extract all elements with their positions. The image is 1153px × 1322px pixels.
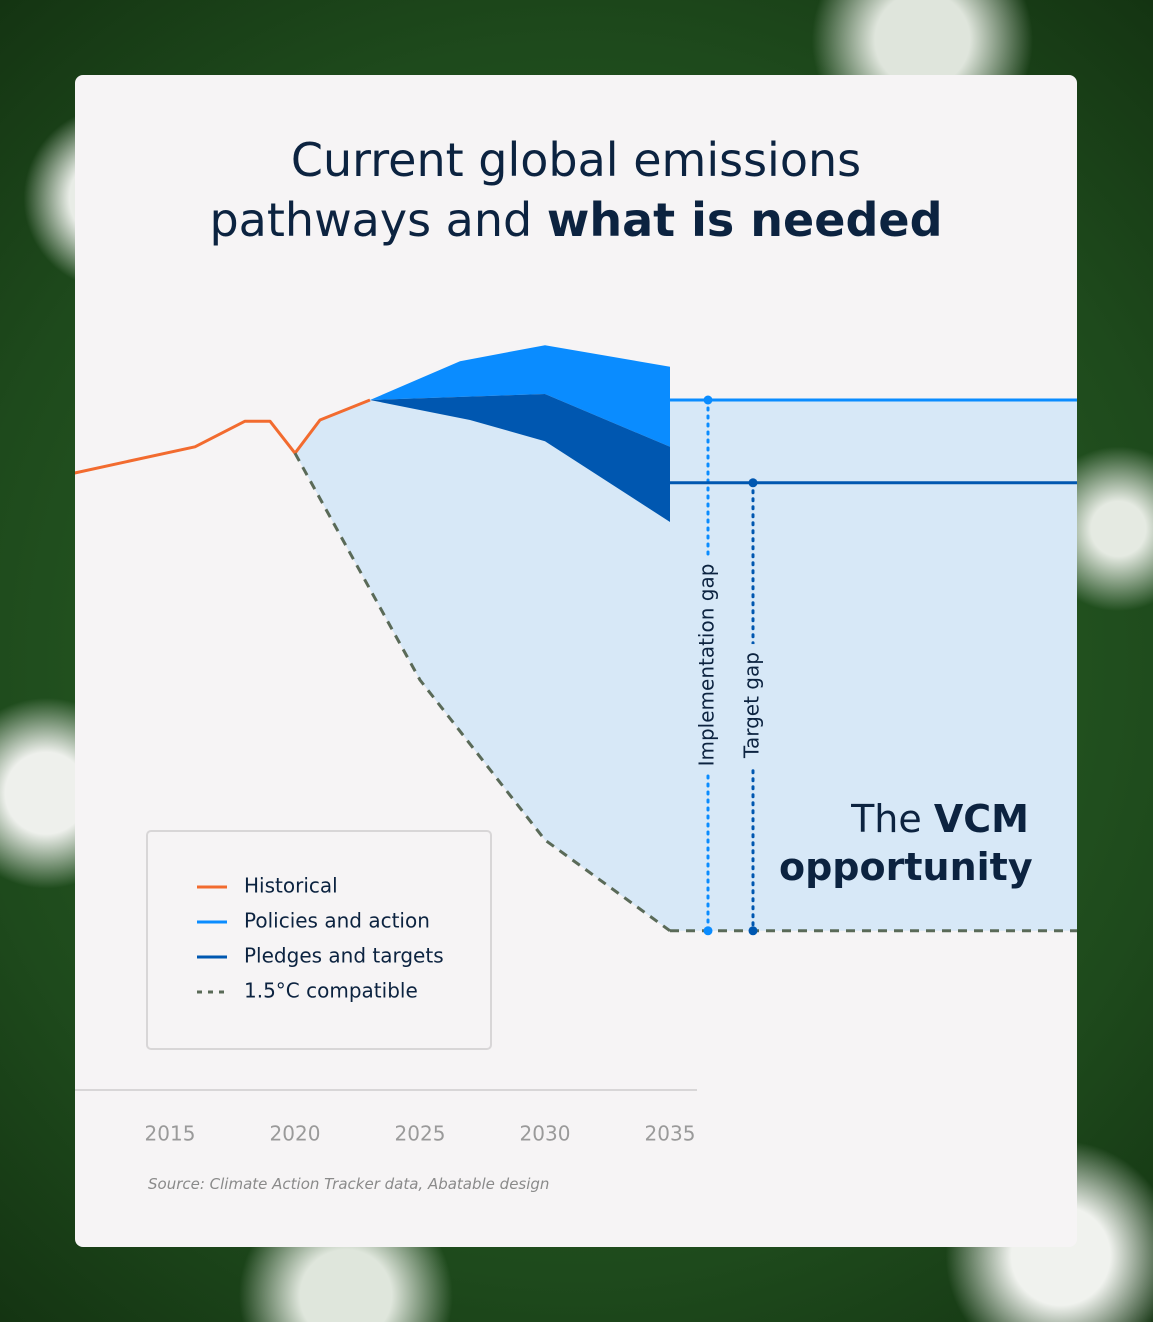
gap-label: Implementation gap bbox=[695, 564, 719, 767]
x-tick-label: 2025 bbox=[395, 1122, 446, 1146]
band bbox=[370, 394, 670, 522]
gap-label-bg bbox=[737, 644, 766, 767]
annotation: The VCM opportunity bbox=[779, 795, 1033, 891]
legend-label: Policies and action bbox=[244, 909, 430, 933]
chart: Implementation gap Target gap 2015 2020 2025… bbox=[75, 345, 1077, 1146]
legend-label: Pledges and targets bbox=[244, 944, 444, 968]
opportunity-area bbox=[295, 400, 1077, 931]
band bbox=[370, 345, 670, 447]
legend-label: Historical bbox=[244, 874, 338, 898]
gap-label-bg bbox=[692, 555, 721, 775]
legend-label: 1.5°C compatible bbox=[244, 979, 418, 1003]
card: Implementation gap Target gap 2015 2020 2025… bbox=[75, 75, 1077, 1247]
chart-title: Current global emissions pathways and wh… bbox=[206, 130, 946, 250]
x-tick-label: 2030 bbox=[520, 1122, 571, 1146]
title-bold: what is needed bbox=[546, 193, 943, 247]
gap-dot bbox=[748, 478, 758, 488]
gap-dot bbox=[748, 926, 758, 936]
series-line bbox=[293, 452, 671, 933]
x-tick-label: 2035 bbox=[645, 1122, 696, 1146]
annotation-bold: VCM opportunity bbox=[779, 797, 1033, 889]
x-tick-label: 2015 bbox=[145, 1122, 196, 1146]
legend-box bbox=[146, 830, 492, 1050]
legend: Historical Policies and action Pledges and… bbox=[146, 830, 492, 1050]
gap-label: Target gap bbox=[740, 652, 764, 759]
gap-dot bbox=[703, 926, 713, 936]
x-tick-label: 2020 bbox=[270, 1122, 321, 1146]
series-line bbox=[75, 398, 371, 475]
gap-dot bbox=[703, 395, 713, 405]
annotation-text: The bbox=[851, 797, 922, 841]
title-text: Current global emissions pathways and bbox=[209, 133, 862, 247]
source: Source: Climate Action Tracker data, Aba… bbox=[148, 1175, 550, 1193]
